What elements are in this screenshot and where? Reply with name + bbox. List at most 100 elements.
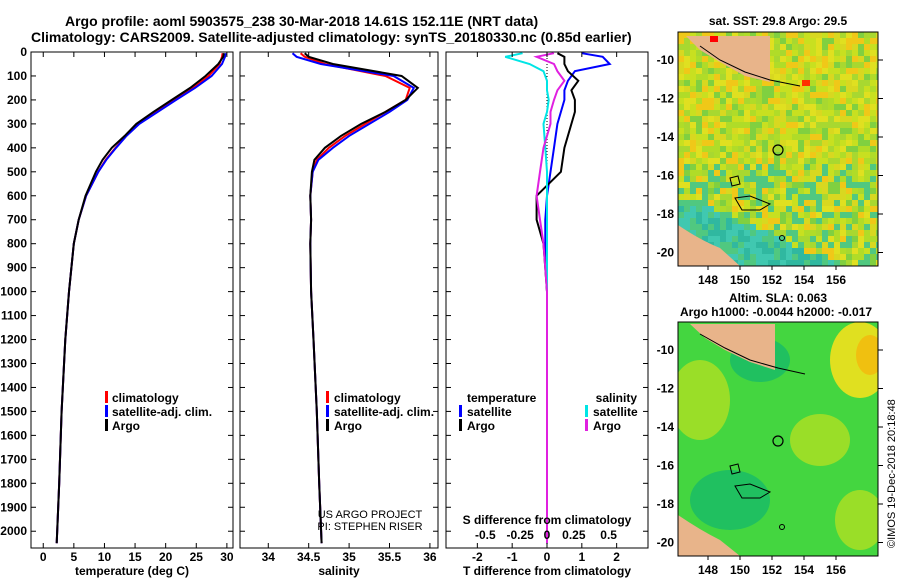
sst-cell [840,158,846,164]
sst-cell [822,38,828,44]
sst-cell [762,170,768,176]
sst-cell [750,224,756,230]
difference-plot [504,52,612,548]
sst-cell [720,170,726,176]
sst-cell [792,110,798,116]
sst-cell [738,212,744,218]
sst-cell [864,140,870,146]
legend-satellite-swatch [326,405,329,417]
sst-cell [828,68,834,74]
sst-cell [810,140,816,146]
sst-cell [756,254,762,260]
lon-tick-label: 156 [826,273,846,287]
sst-cell [870,212,876,218]
sst-cell [774,158,780,164]
sst-cell [822,62,828,68]
sst-cell [816,170,822,176]
sst-cell [864,194,870,200]
sst-cell [696,110,702,116]
sst-cell [678,128,684,134]
sst-cell [678,92,684,98]
sst-cell [762,230,768,236]
sst-cell [690,50,696,56]
sst-cell [750,140,756,146]
sst-cell [768,260,774,266]
sst-cell [696,140,702,146]
sst-cell [834,212,840,218]
sst-cell [828,62,834,68]
series-line [533,52,566,544]
sst-cell [678,86,684,92]
sst-cell [762,260,768,266]
sst-cell [726,98,732,104]
sst-cell [810,50,816,56]
sst-cell [756,128,762,134]
sst-cell [834,236,840,242]
sst-cell [810,188,816,194]
sst-cell [804,104,810,110]
lat-tick-label: -20 [657,536,675,550]
sst-cell [864,230,870,236]
sst-cell [858,236,864,242]
sst-cell [792,128,798,134]
sst-cell [732,86,738,92]
sst-cell [720,206,726,212]
sst-cell [762,146,768,152]
sst-cell [744,86,750,92]
sst-cell [756,116,762,122]
sst-cell [762,188,768,194]
lon-tick-label: 150 [730,273,750,287]
sst-cell [762,98,768,104]
sst-cell [738,146,744,152]
sst-cell [816,188,822,194]
sst-cell [786,116,792,122]
sst-cell [768,224,774,230]
sst-cell [732,164,738,170]
sst-cell [732,122,738,128]
sst-cell [840,236,846,242]
sst-cell [726,110,732,116]
sst-cell [876,134,878,140]
sst-argo-location [772,144,784,156]
sst-cell [726,206,732,212]
sst-cell [774,254,780,260]
sst-cell [864,44,870,50]
sla-high-core [856,335,878,375]
sst-cell [804,152,810,158]
sst-cell [780,62,786,68]
sst-cell [762,92,768,98]
sst-cell [774,50,780,56]
sst-cell [852,44,858,50]
sst-cell [786,50,792,56]
sst-cell [870,206,876,212]
sst-cell [840,182,846,188]
sst-cell [768,254,774,260]
sst-cell [828,218,834,224]
sst-cell [798,230,804,236]
sst-cell [846,128,852,134]
sst-cell [702,140,708,146]
sst-cell [792,86,798,92]
legend-climatology: climatology [334,391,401,405]
sla-high [678,360,730,440]
sst-cell [834,74,840,80]
sst-cell [768,236,774,242]
sst-cell [780,86,786,92]
sst-cell [720,188,726,194]
sst-cell [756,200,762,206]
sst-cell [846,122,852,128]
sst-cell [696,104,702,110]
sst-cell [732,242,738,248]
sst-cell [702,212,708,218]
sst-cell [804,134,810,140]
sst-cell [852,218,858,224]
sst-cell [840,242,846,248]
sst-cell [774,260,780,266]
sst-cell [876,74,878,80]
sst-cell [720,164,726,170]
sst-cell [756,248,762,254]
sst-cell [786,242,792,248]
sst-cell [786,158,792,164]
sst-cell [846,50,852,56]
sst-cell [846,146,852,152]
